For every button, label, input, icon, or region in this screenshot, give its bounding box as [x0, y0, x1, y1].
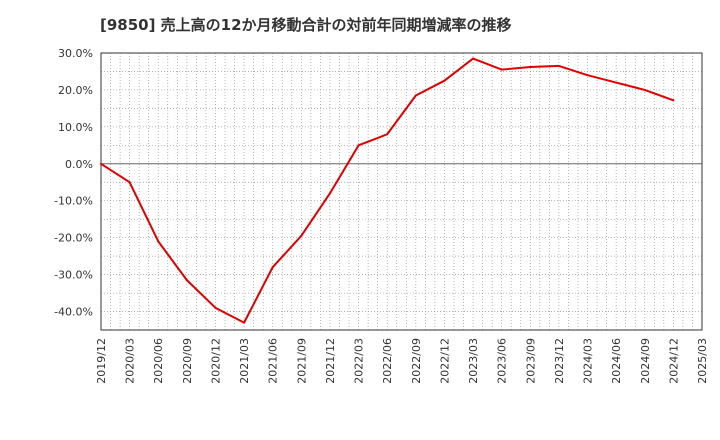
x-axis-ticks: 2019/12 2020/03 2020/06 2020/09 2020/12 2021/… [95, 338, 709, 384]
y-axis-ticks: 30.0% 20.0% 10.0% 0.0% -10.0% -20.0% -30.0% -40… [54, 47, 93, 319]
data-point [214, 306, 217, 309]
data-point [643, 88, 646, 91]
y-tick-label: -20.0% [54, 232, 93, 245]
y-tick-label: 0.0% [65, 158, 93, 171]
plot-frame [100, 52, 703, 331]
data-point [529, 66, 532, 69]
data-point [443, 79, 446, 82]
x-tick-label: 2021/06 [267, 338, 280, 384]
y-tick-label: -40.0% [54, 306, 93, 319]
x-tick-label: 2022/06 [381, 338, 394, 384]
data-point [157, 240, 160, 243]
x-tick-label: 2023/03 [467, 338, 480, 384]
data-point [185, 279, 188, 282]
x-tick-label: 2021/09 [295, 338, 308, 384]
data-point [586, 74, 589, 77]
x-tick-label: 2020/09 [181, 338, 194, 384]
data-point [271, 266, 274, 269]
data-point [557, 64, 560, 67]
x-tick-label: 2022/12 [438, 338, 451, 384]
x-tick-label: 2024/09 [639, 338, 652, 384]
data-point [357, 144, 360, 147]
x-tick-label: 2020/03 [124, 338, 137, 384]
y-tick-label: -30.0% [54, 269, 93, 282]
x-tick-label: 2019/12 [95, 338, 108, 384]
data-point [615, 81, 618, 84]
x-tick-label: 2025/03 [696, 338, 709, 384]
x-tick-label: 2020/06 [152, 338, 165, 384]
x-tick-label: 2024/06 [610, 338, 623, 384]
data-point [100, 162, 102, 165]
x-tick-label: 2023/09 [524, 338, 537, 384]
x-tick-label: 2020/12 [209, 338, 222, 384]
y-tick-label: 10.0% [58, 121, 93, 134]
data-point [300, 234, 303, 237]
x-tick-label: 2021/12 [324, 338, 337, 384]
x-tick-label: 2024/03 [582, 338, 595, 384]
x-tick-label: 2022/03 [353, 338, 366, 384]
data-point [672, 99, 675, 102]
data-point [328, 192, 331, 195]
y-tick-label: -10.0% [54, 195, 93, 208]
x-tick-label: 2021/03 [238, 338, 251, 384]
x-tick-label: 2023/12 [553, 338, 566, 384]
series-layer [100, 57, 675, 324]
x-tick-label: 2022/09 [410, 338, 423, 384]
x-tick-label: 2024/12 [667, 338, 680, 384]
data-point [243, 321, 246, 324]
data-point [500, 68, 503, 71]
data-point [472, 57, 475, 60]
y-tick-label: 20.0% [58, 84, 93, 97]
data-point [414, 94, 417, 97]
axis-layer [100, 52, 703, 331]
chart-title: [9850] 売上高の12か月移動合計の対前年同期増減率の推移 [100, 16, 512, 34]
data-point [128, 181, 131, 184]
x-tick-label: 2023/06 [496, 338, 509, 384]
y-tick-label: 30.0% [58, 47, 93, 60]
data-point [386, 133, 389, 136]
grid-layer [101, 53, 702, 330]
